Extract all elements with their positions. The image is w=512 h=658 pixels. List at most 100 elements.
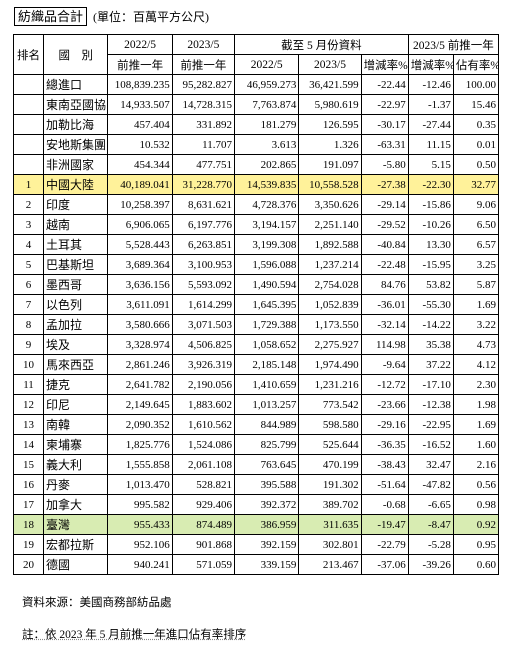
table-row: 13 南韓 2,090.352 1,610.562 844.989 598.580 -29.… (12, 414, 500, 435)
value-2023-ttm: 901.868 (171, 534, 236, 555)
value-ttm-share: 15.46 (452, 94, 500, 115)
value-2023-ttm: 874.489 (171, 514, 236, 535)
rank-cell: 14 (12, 434, 45, 455)
value-2022-ttm: 3,328.974 (107, 334, 173, 355)
header-ttm-group: 2023/5 前推一年 (407, 34, 500, 55)
value-2022-ttm: 1,555.858 (107, 454, 173, 475)
value-2022-ttm: 995.582 (107, 494, 173, 515)
value-ttm-growth: -16.52 (407, 434, 454, 455)
value-2023-ttm: 477.751 (171, 154, 236, 175)
header-rank: 排名 (12, 34, 45, 75)
table-row: 12 印尼 2,149.645 1,883.602 1,013.257 773.542 -2… (12, 394, 500, 415)
value-ytd-2022: 763.645 (233, 454, 300, 475)
country-cell: 柬埔寨 (43, 434, 109, 455)
value-ytd-2022: 1,058.652 (233, 334, 300, 355)
value-ytd-2023: 1.326 (298, 134, 362, 155)
value-ytd-2022: 3,199.308 (233, 234, 300, 255)
source-note: 資料來源：美國商務部紡品處 (22, 597, 172, 609)
value-ytd-2023: 1,974.490 (298, 354, 362, 375)
value-ttm-share: 2.16 (452, 454, 500, 475)
rank-cell: 4 (12, 234, 45, 255)
value-ytd-growth: -19.47 (360, 514, 409, 535)
value-2022-ttm: 3,611.091 (107, 294, 173, 315)
value-ytd-2023: 5,980.619 (298, 94, 362, 115)
country-cell: 印尼 (43, 394, 109, 415)
value-ytd-2022: 395.588 (233, 474, 300, 495)
table-row: 6 墨西哥 3,636.156 5,593.092 1,490.594 2,754.028… (12, 274, 500, 295)
header-ttm-growth: 增減率% (407, 54, 454, 75)
value-ttm-growth: -39.26 (407, 554, 454, 575)
value-ytd-growth: -22.48 (360, 254, 409, 275)
value-ytd-2023: 1,173.550 (298, 314, 362, 335)
country-cell: 孟加拉 (43, 314, 109, 335)
rank-cell (12, 134, 45, 155)
value-2023-ttm: 2,190.056 (171, 374, 236, 395)
value-ytd-2022: 392.159 (233, 534, 300, 555)
value-ttm-growth: -6.65 (407, 494, 454, 515)
value-ttm-share: 9.06 (452, 194, 500, 215)
value-ytd-growth: -22.97 (360, 94, 409, 115)
header-ytd-group: 截至 5 月份資料 (234, 34, 409, 55)
value-ytd-2023: 1,892.588 (298, 234, 362, 255)
value-ttm-growth: 13.30 (407, 234, 454, 255)
value-ytd-2022: 14,539.835 (233, 174, 300, 195)
value-ttm-share: 3.25 (452, 254, 500, 275)
table-row: 11 捷克 2,641.782 2,190.056 1,410.659 1,231.216… (12, 374, 500, 395)
value-ytd-growth: -32.14 (360, 314, 409, 335)
country-cell: 加拿大 (43, 494, 109, 515)
rank-cell: 1 (12, 174, 45, 195)
value-ytd-growth: -22.79 (360, 534, 409, 555)
value-ttm-share: 0.95 (452, 534, 500, 555)
value-ytd-2023: 470.199 (298, 454, 362, 475)
value-ytd-2022: 181.279 (233, 114, 300, 135)
value-ttm-growth: -8.47 (407, 514, 454, 535)
table-row: 加勒比海 457.404 331.892 181.279 126.595 -30.17 -2… (12, 114, 500, 135)
value-ytd-2022: 1,013.257 (233, 394, 300, 415)
value-ytd-2023: 10,558.528 (298, 174, 362, 195)
value-ttm-growth: -27.44 (407, 114, 454, 135)
value-2022-ttm: 1,013.470 (107, 474, 173, 495)
value-ytd-2023: 2,275.927 (298, 334, 362, 355)
rank-cell: 20 (12, 554, 45, 575)
value-ytd-growth: -23.66 (360, 394, 409, 415)
value-ttm-growth: -22.30 (407, 174, 454, 195)
table-row: 3 越南 6,906.065 6,197.776 3,194.157 2,251.140-… (12, 214, 500, 235)
value-2022-ttm: 40,189.041 (107, 174, 173, 195)
value-2023-ttm: 1,883.602 (171, 394, 236, 415)
table-row: 17 加拿大 995.582 929.406 392.372 389.702 -0.68 -6… (12, 494, 500, 515)
value-ytd-2023: 213.467 (298, 554, 362, 575)
rank-cell: 9 (12, 334, 45, 355)
sort-note: 註：依 2023 年 5 月前推一年進口佔有率排序 (22, 629, 247, 641)
value-2022-ttm: 457.404 (107, 114, 173, 135)
value-ttm-growth: 37.22 (407, 354, 454, 375)
value-ytd-2022: 7,763.874 (233, 94, 300, 115)
value-2023-ttm: 4,506.825 (171, 334, 236, 355)
title-row: 紡織品合計 (單位：百萬平方公尺) (14, 6, 209, 26)
value-2023-ttm: 8,631.621 (171, 194, 236, 215)
value-ttm-share: 0.60 (452, 554, 500, 575)
country-cell: 臺灣 (43, 514, 109, 535)
value-ytd-2022: 1,410.659 (233, 374, 300, 395)
value-ytd-2022: 3.613 (233, 134, 300, 155)
rank-cell: 5 (12, 254, 45, 275)
table-row: 2 印度 10,258.397 8,631.621 4,728.376 3,350.626… (12, 194, 500, 215)
country-cell: 印度 (43, 194, 109, 215)
rank-cell: 13 (12, 414, 45, 435)
value-2022-ttm: 5,528.443 (107, 234, 173, 255)
value-2022-ttm: 1,825.776 (107, 434, 173, 455)
value-ytd-2023: 191.302 (298, 474, 362, 495)
value-ttm-share: 0.50 (452, 154, 500, 175)
value-ytd-growth: -29.52 (360, 214, 409, 235)
value-2022-ttm: 14,933.507 (107, 94, 173, 115)
value-2023-ttm: 2,061.108 (171, 454, 236, 475)
value-2022-ttm: 2,641.782 (107, 374, 173, 395)
value-ytd-growth: -37.06 (360, 554, 409, 575)
country-cell: 安地斯集團 (43, 134, 109, 155)
rank-cell (12, 94, 45, 115)
value-ttm-growth: -55.30 (407, 294, 454, 315)
table-row: 18 臺灣 955.433 874.489 386.959 311.635 -19.47 -8… (12, 514, 500, 535)
country-cell: 總進口 (43, 74, 109, 95)
header-country: 國 別 (43, 34, 109, 75)
header-2023-top: 2023/5 (171, 34, 236, 55)
value-2022-ttm: 952.106 (107, 534, 173, 555)
